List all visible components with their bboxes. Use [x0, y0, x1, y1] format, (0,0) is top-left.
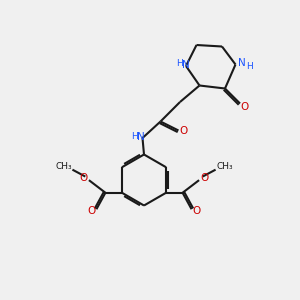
Text: H: H: [131, 132, 137, 141]
Text: N: N: [238, 58, 245, 68]
Text: O: O: [200, 173, 208, 183]
Text: O: O: [88, 206, 96, 216]
Text: N: N: [182, 59, 190, 70]
Text: O: O: [179, 125, 187, 136]
Text: O: O: [80, 173, 88, 183]
Text: N: N: [137, 131, 145, 142]
Text: H: H: [246, 62, 252, 71]
Text: H: H: [176, 58, 183, 68]
Text: O: O: [240, 102, 249, 112]
Text: CH₃: CH₃: [55, 162, 72, 171]
Text: CH₃: CH₃: [216, 162, 233, 171]
Text: O: O: [192, 206, 200, 216]
